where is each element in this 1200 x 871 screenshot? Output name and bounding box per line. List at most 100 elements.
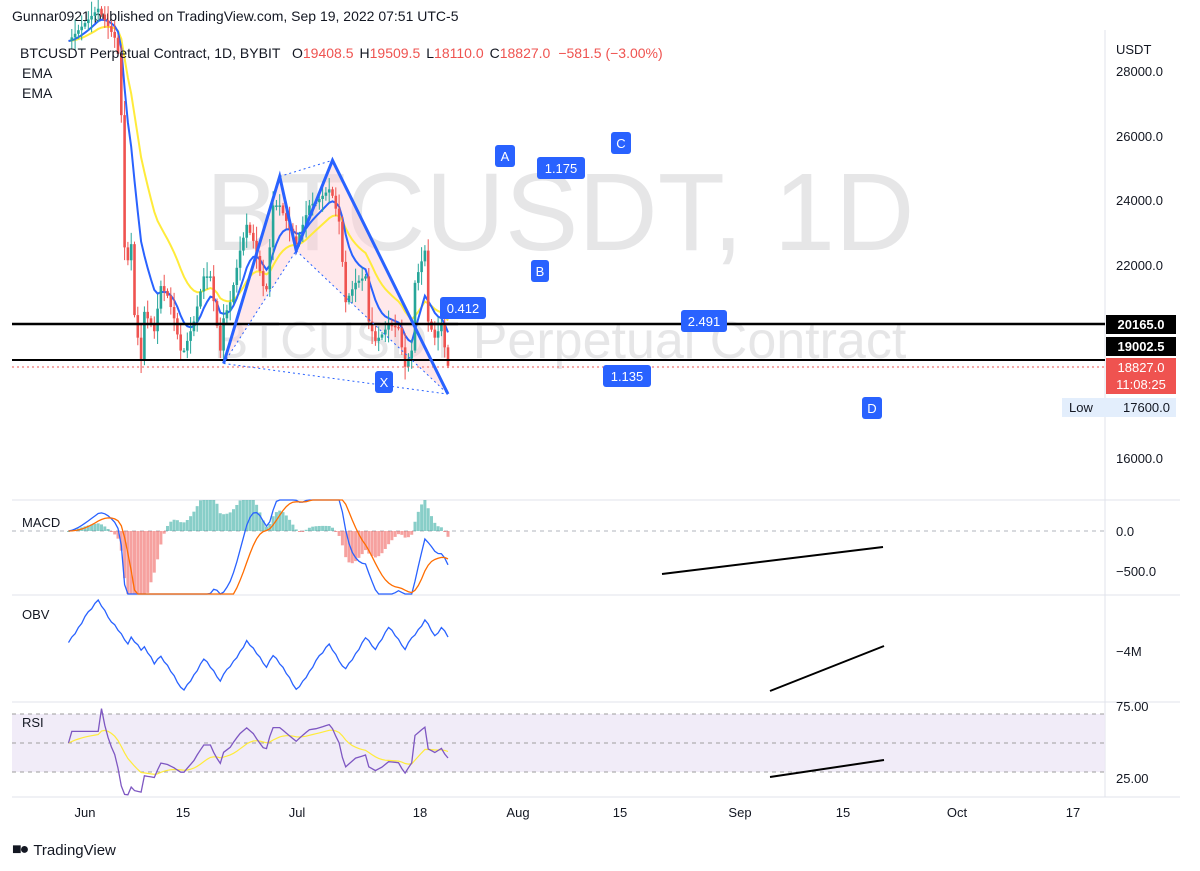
macd-histogram-bar bbox=[278, 510, 282, 531]
macd-histogram-bar bbox=[430, 516, 433, 531]
macd-histogram-bar bbox=[334, 531, 338, 532]
candle-body bbox=[219, 325, 222, 351]
candle-body bbox=[186, 340, 189, 351]
rsi-tick-25: 25.00 bbox=[1116, 771, 1149, 786]
macd-histogram-bar bbox=[364, 531, 367, 551]
candle-body bbox=[407, 358, 410, 367]
ratio-ac-label[interactable]: 1.175 bbox=[537, 157, 585, 179]
macd-histogram-bar bbox=[119, 531, 123, 551]
macd-histogram-bar bbox=[380, 531, 384, 554]
point-b-label[interactable]: B bbox=[531, 260, 549, 282]
macd-pane[interactable] bbox=[67, 499, 450, 595]
candle-body bbox=[367, 276, 371, 322]
obv-pane[interactable] bbox=[67, 598, 449, 691]
macd-histogram-bar bbox=[271, 516, 275, 531]
ratio-xb-label[interactable]: 0.412 bbox=[440, 297, 486, 319]
macd-divergence-line[interactable] bbox=[661, 546, 884, 575]
svg-text:15: 15 bbox=[176, 805, 190, 820]
macd-histogram-bar bbox=[307, 527, 311, 531]
candle-body bbox=[77, 30, 80, 34]
obv-divergence-line[interactable] bbox=[769, 645, 885, 692]
candle-body bbox=[136, 315, 140, 338]
ema-slow-line bbox=[68, 25, 449, 322]
macd-histogram-bar bbox=[258, 512, 262, 531]
macd-histogram-bar bbox=[344, 531, 348, 558]
point-d-label[interactable]: D bbox=[862, 397, 882, 419]
tradingview-brand: TradingView bbox=[33, 841, 116, 859]
macd-histogram-bar bbox=[281, 512, 285, 531]
level-19002-price-label: 19002.5 bbox=[1106, 337, 1176, 356]
tradingview-logo-icon: ■● bbox=[12, 841, 29, 858]
price-axis[interactable]: USDT 28000.0 26000.0 24000.0 22000.0 160… bbox=[1116, 42, 1163, 466]
macd-histogram-bar bbox=[433, 522, 437, 531]
rsi-divergence-line[interactable] bbox=[769, 759, 885, 778]
candle-body bbox=[265, 286, 268, 290]
candle-body bbox=[202, 276, 206, 292]
candle-body bbox=[146, 311, 149, 319]
candle-body bbox=[156, 308, 159, 332]
candle-body bbox=[205, 276, 209, 278]
candle-body bbox=[344, 261, 347, 303]
candle-body bbox=[331, 189, 334, 196]
candle-body bbox=[110, 26, 113, 32]
macd-histogram-bar bbox=[439, 527, 443, 531]
svg-text:19002.5: 19002.5 bbox=[1118, 339, 1165, 354]
macd-histogram-bar bbox=[166, 525, 169, 531]
svg-text:18827.0: 18827.0 bbox=[1118, 360, 1165, 375]
candle-body bbox=[393, 325, 397, 328]
svg-text:1.175: 1.175 bbox=[545, 161, 578, 176]
candle-body bbox=[113, 31, 116, 38]
candle-body bbox=[387, 324, 390, 330]
candle-body bbox=[248, 224, 252, 233]
svg-text:17600.0: 17600.0 bbox=[1123, 400, 1170, 415]
macd-histogram-bar bbox=[265, 526, 268, 531]
rsi-pane[interactable] bbox=[67, 708, 449, 796]
candle-body bbox=[360, 278, 364, 281]
macd-histogram-bar bbox=[113, 531, 117, 535]
macd-histogram-bar bbox=[393, 531, 397, 537]
point-x-label[interactable]: X bbox=[375, 371, 393, 393]
candle-body bbox=[126, 247, 130, 261]
legend-ohlc: O19408.5 H19509.5 L18110.0 C18827.0 −581.5 (… bbox=[292, 45, 663, 61]
macd-histogram-bar bbox=[172, 519, 176, 531]
candle-body bbox=[235, 267, 239, 285]
ratio-bd-label[interactable]: 2.491 bbox=[681, 310, 727, 332]
candle-body bbox=[268, 247, 272, 290]
point-a-label[interactable]: A bbox=[495, 145, 515, 167]
watermark-sub: BTCUSDT Perpetual Contract bbox=[214, 312, 907, 370]
candle-body bbox=[278, 205, 281, 207]
svg-text:1.135: 1.135 bbox=[611, 369, 644, 384]
macd-histogram-bar bbox=[139, 531, 143, 594]
candle-body bbox=[327, 189, 331, 193]
candle-body bbox=[139, 337, 143, 361]
macd-histogram-bar bbox=[387, 531, 391, 545]
macd-tick-0: 0.0 bbox=[1116, 524, 1134, 539]
candle-body bbox=[120, 53, 123, 116]
svg-text:22000.0: 22000.0 bbox=[1116, 258, 1163, 273]
candle-body bbox=[153, 324, 156, 332]
obv-label: OBV bbox=[22, 607, 50, 622]
macd-histogram-bar bbox=[93, 523, 97, 531]
macd-histogram-bar bbox=[126, 531, 130, 594]
svg-text:USDT: USDT bbox=[1116, 42, 1151, 57]
candle-body bbox=[433, 329, 437, 338]
tradingview-logo[interactable]: ■● TradingView bbox=[12, 841, 116, 859]
candle-body bbox=[357, 280, 361, 283]
ratio-xd-label[interactable]: 1.135 bbox=[603, 365, 651, 387]
candle-body bbox=[73, 33, 77, 38]
pattern-triangle-bcd bbox=[296, 160, 448, 395]
svg-text:17: 17 bbox=[1066, 805, 1080, 820]
macd-histogram-bar bbox=[390, 531, 394, 541]
macd-histogram-bar bbox=[251, 500, 255, 531]
macd-histogram-bar bbox=[241, 500, 245, 531]
macd-histogram-bar bbox=[291, 524, 295, 531]
point-c-label[interactable]: C bbox=[611, 132, 631, 154]
macd-histogram-bar bbox=[205, 500, 209, 531]
macd-histogram-bar bbox=[238, 500, 242, 531]
time-axis[interactable]: Jun 15 Jul 18 Aug 15 Sep 15 Oct 17 bbox=[75, 805, 1081, 820]
pattern-lines[interactable] bbox=[222, 156, 450, 395]
candle-body bbox=[195, 306, 199, 322]
rsi-label: RSI bbox=[22, 715, 44, 730]
low-marker: Low 17600.0 bbox=[1062, 398, 1176, 417]
